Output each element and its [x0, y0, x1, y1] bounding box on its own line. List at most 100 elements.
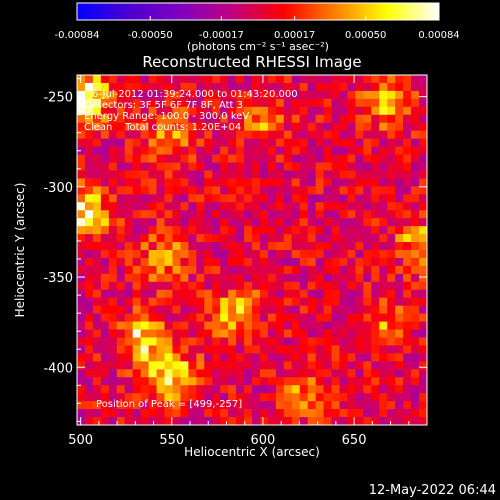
heat-cell: [116, 162, 126, 172]
heat-cell: [156, 75, 166, 84]
heat-cell: [315, 289, 325, 299]
heat-cell: [84, 257, 94, 267]
heat-cell: [116, 90, 126, 100]
heat-cell: [164, 202, 174, 211]
heat-cell: [212, 138, 221, 148]
heat-cell: [140, 170, 150, 179]
heat-cell: [403, 297, 412, 307]
heat-cell: [228, 305, 237, 315]
heat-cell: [172, 385, 181, 394]
heat-cell: [108, 82, 118, 92]
heat-cell: [403, 401, 412, 410]
heat-cell: [339, 305, 349, 315]
heat-cell: [204, 257, 213, 267]
heat-cell: [180, 178, 189, 187]
heat-cell: [100, 329, 110, 339]
heat-cell: [212, 305, 221, 315]
heat-cell: [331, 178, 341, 187]
heat-cell: [403, 218, 412, 227]
heat-cell: [236, 130, 245, 140]
heat-cell: [323, 297, 333, 307]
heat-cell: [323, 417, 333, 425]
heat-cell: [84, 265, 94, 275]
heat-cell: [228, 82, 237, 92]
heat-cell: [196, 234, 205, 243]
heat-cell: [204, 106, 213, 116]
heat-cell: [363, 146, 372, 156]
heat-cell: [347, 353, 356, 362]
heat-cell: [180, 122, 189, 132]
heat-cell: [140, 409, 150, 418]
heat-cell: [371, 218, 380, 227]
heat-cell: [204, 401, 213, 410]
heat-cell: [84, 361, 94, 370]
heat-cell: [259, 114, 269, 124]
heat-cell: [275, 265, 285, 275]
heat-cell: [148, 194, 158, 203]
heat-cell: [164, 369, 174, 378]
heat-cell: [379, 369, 388, 378]
heat-cell: [323, 194, 333, 203]
heat-cell: [379, 289, 388, 299]
heat-cell: [267, 273, 277, 283]
heat-cell: [92, 281, 102, 291]
heat-cell: [307, 186, 317, 195]
heat-cell: [355, 138, 364, 148]
colorbar-unit-label: (photons cm⁻² s⁻¹ asec⁻²): [187, 40, 329, 53]
heat-cell: [84, 409, 94, 418]
heat-cell: [387, 289, 396, 299]
heat-cell: [84, 122, 94, 132]
heat-cell: [148, 186, 158, 195]
heat-cell: [411, 321, 420, 331]
heat-cell: [299, 385, 309, 394]
heat-cell: [331, 393, 341, 402]
heat-cell: [164, 265, 174, 275]
heat-cell: [267, 329, 277, 339]
heat-cell: [100, 401, 110, 410]
heat-cell: [252, 138, 261, 148]
heat-cell: [307, 130, 317, 140]
heat-cell: [403, 250, 412, 259]
heat-cell: [291, 114, 301, 124]
heat-cell: [100, 257, 110, 267]
heat-cell: [172, 162, 181, 172]
heat-cell: [196, 82, 205, 92]
heat-cell: [84, 226, 94, 235]
heat-cell: [379, 114, 388, 124]
heat-cell: [355, 321, 364, 331]
heat-cell: [411, 98, 420, 108]
heat-cell: [395, 401, 404, 410]
heat-cell: [244, 361, 253, 370]
heat-cell: [275, 162, 285, 172]
heat-cell: [395, 75, 404, 84]
heat-cell: [395, 146, 404, 156]
heat-cell: [164, 146, 174, 156]
heat-cell: [259, 337, 269, 347]
heat-cell: [379, 154, 388, 164]
heat-cell: [220, 178, 229, 187]
heat-cell: [355, 122, 364, 132]
heat-cell: [124, 98, 134, 108]
heat-cell: [77, 82, 86, 92]
heat-cell: [244, 138, 253, 148]
heat-cell: [212, 242, 221, 251]
heat-cell: [164, 417, 174, 425]
heat-cell: [132, 210, 142, 219]
heat-cell: [331, 313, 341, 323]
heat-cell: [283, 226, 293, 235]
heat-cell: [259, 377, 269, 386]
heat-cell: [188, 297, 197, 307]
heat-cell: [77, 242, 86, 251]
heat-cell: [339, 337, 349, 347]
heat-cell: [403, 82, 412, 92]
heat-cell: [140, 393, 150, 402]
heat-cell: [220, 138, 229, 148]
heat-cell: [252, 257, 261, 267]
heat-cell: [395, 273, 404, 283]
heat-cell: [140, 75, 150, 84]
heat-cell: [108, 218, 118, 227]
heat-cell: [140, 329, 150, 339]
heat-cell: [116, 329, 126, 339]
heat-cell: [132, 146, 142, 156]
heat-cell: [132, 257, 142, 267]
